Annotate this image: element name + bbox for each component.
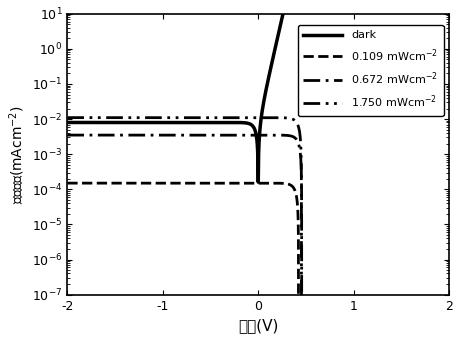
- Line: 1.750 mWcm$^{-2}$: 1.750 mWcm$^{-2}$: [67, 118, 448, 340]
- 0.109 mWcm$^{-2}$: [210, 181, 215, 185]
- 0.672 mWcm$^{-2}$: [210, 133, 215, 137]
- dark: [255, 180, 260, 184]
- 0.109 mWcm$^{-2}$: [293, 193, 298, 198]
- 1.750 mWcm$^{-2}$: [64, 116, 70, 120]
- dark: [64, 120, 70, 124]
- 1.750 mWcm$^{-2}$: [134, 116, 139, 120]
- 0.109 mWcm$^{-2}$: [64, 181, 70, 185]
- 0.672 mWcm$^{-2}$: [293, 137, 298, 141]
- Y-axis label: 电流密度(mAcm$^{-2}$): 电流密度(mAcm$^{-2}$): [7, 105, 27, 204]
- 1.750 mWcm$^{-2}$: [293, 120, 298, 124]
- X-axis label: 电压(V): 电压(V): [237, 318, 278, 333]
- Legend: dark, 0.109 mWcm$^{-2}$, 0.672 mWcm$^{-2}$, 1.750 mWcm$^{-2}$: dark, 0.109 mWcm$^{-2}$, 0.672 mWcm$^{-2…: [297, 25, 442, 116]
- 0.109 mWcm$^{-2}$: [134, 181, 139, 185]
- Line: dark: dark: [67, 0, 448, 182]
- dark: [134, 120, 139, 124]
- 0.672 mWcm$^{-2}$: [134, 133, 139, 137]
- 0.672 mWcm$^{-2}$: [64, 133, 70, 137]
- dark: [210, 120, 215, 124]
- Line: 0.109 mWcm$^{-2}$: 0.109 mWcm$^{-2}$: [67, 183, 448, 340]
- Line: 0.672 mWcm$^{-2}$: 0.672 mWcm$^{-2}$: [67, 135, 448, 340]
- 1.750 mWcm$^{-2}$: [210, 116, 215, 120]
